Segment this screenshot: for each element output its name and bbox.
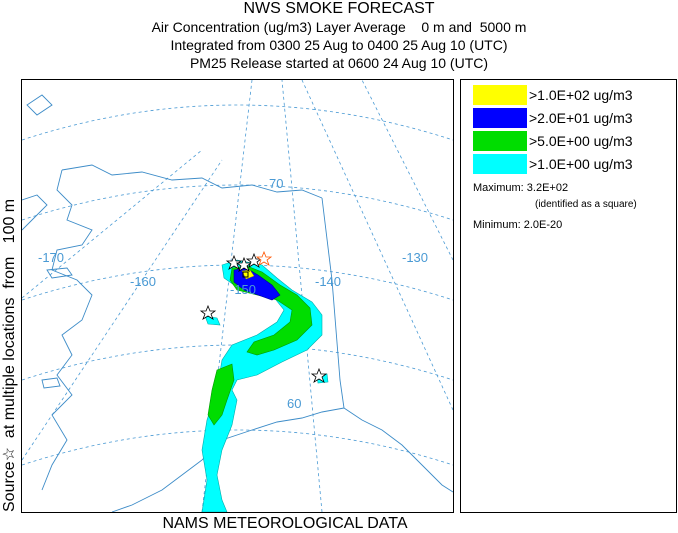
meteorological-data-label: NAMS METEOROLOGICAL DATA (162, 515, 408, 532)
peninsula (111, 459, 203, 512)
legend-label-green: >5.0E+00 ug/m3 (529, 133, 633, 149)
subtitle-integration-period: Integrated from 0300 25 Aug to 0400 25 A… (170, 37, 508, 53)
label-lon-150: -150 (230, 282, 256, 297)
border-canada (321, 197, 345, 409)
source-star-6 (310, 367, 328, 383)
coastlines (22, 94, 453, 512)
lon-line-120 (361, 80, 453, 261)
island-nunivak (41, 377, 61, 389)
bay-coast (26, 94, 53, 116)
legend-maximum-note: (identified as a square) (535, 199, 637, 210)
lon-line-130 (301, 80, 453, 411)
source-star-2 (235, 256, 253, 272)
smoke-plume (201, 259, 329, 512)
lat-line-75 (22, 104, 453, 141)
label-lon-160: -160 (130, 274, 156, 289)
alaska-map: -170 -160 -150 -140 -130 70 60 (22, 80, 453, 512)
legend-swatch-green (473, 131, 527, 151)
legend-maximum: Maximum: 3.2E+02 (473, 182, 569, 194)
plume-green-south (207, 363, 235, 426)
label-lon-140: -140 (315, 274, 341, 289)
legend-label-cyan: >1.0E+00 ug/m3 (529, 156, 633, 172)
label-lat-60: 60 (287, 396, 301, 411)
legend-swatch-blue (473, 108, 527, 128)
subtitle-concentration: Air Concentration (ug/m3) Layer Average … (151, 19, 527, 35)
subtitle-release-time: PM25 Release started at 0600 24 Aug 10 (… (189, 55, 489, 71)
legend-minimum: Minimum: 2.0E-20 (473, 219, 563, 231)
island-stlawrence (46, 267, 73, 279)
south-coast (343, 407, 453, 493)
label-lon-130: -130 (402, 250, 428, 265)
lon-line-170 (22, 149, 203, 299)
lon-line-160 (22, 159, 223, 461)
source-star-5 (199, 304, 217, 320)
label-lon-170: -170 (38, 250, 64, 265)
west-coast (41, 169, 93, 491)
arctic-coast (61, 164, 323, 199)
graticule-labels: -170 -160 -150 -140 -130 70 60 (38, 176, 428, 411)
legend-panel: >1.0E+02 ug/m3 >2.0E+01 ug/m3 >5.0E+00 u… (460, 79, 677, 513)
legend-swatch-cyan (473, 154, 527, 174)
label-lat-70: 70 (269, 176, 283, 191)
legend-swatch-yellow (473, 85, 527, 105)
source-markers (199, 250, 328, 383)
legend-label-blue: >2.0E+01 ug/m3 (529, 110, 633, 126)
chukotka (22, 194, 48, 231)
plume-cyan-small-1 (204, 315, 221, 326)
legend-label-yellow: >1.0E+02 ug/m3 (529, 87, 633, 103)
chart-title: NWS SMOKE FORECAST (243, 0, 435, 17)
lat-line-70 (22, 184, 453, 221)
map-panel: -170 -160 -150 -140 -130 70 60 (21, 79, 454, 513)
source-star-1 (225, 254, 243, 270)
lat-line-55 (22, 429, 453, 466)
maximum-square-marker (242, 271, 249, 278)
source-side-label: Source☆ at multiple locations from 100 m (1, 198, 18, 512)
source-star-4 (255, 250, 273, 266)
